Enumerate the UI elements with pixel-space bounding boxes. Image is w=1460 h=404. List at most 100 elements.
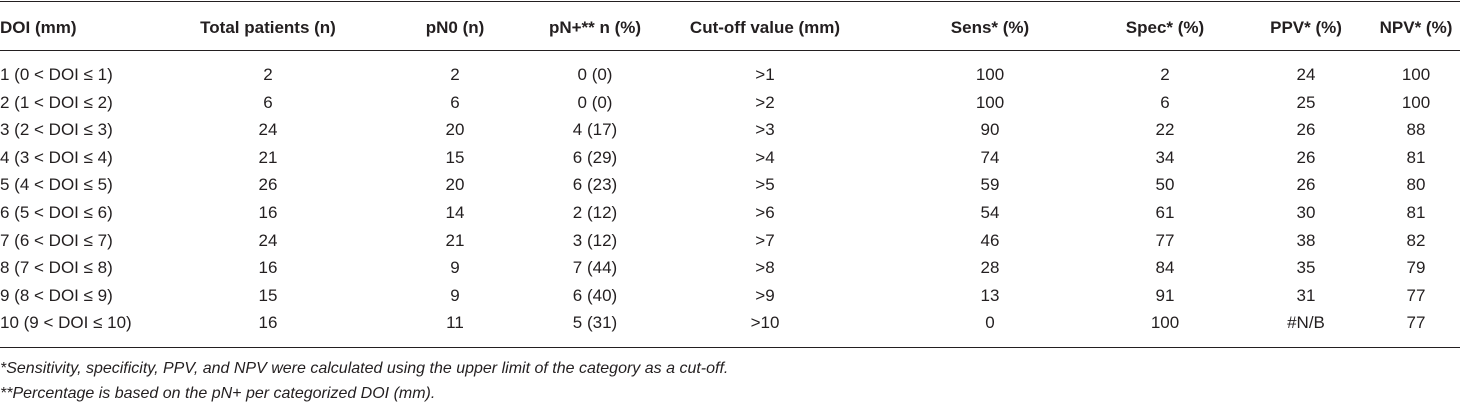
table-cell: 13 [980, 285, 1000, 305]
table-cell: 9 [450, 258, 460, 278]
row-label: 7 (6 < DOI ≤ 7) [0, 230, 113, 250]
row-label: 4 (3 < DOI ≤ 4) [0, 147, 113, 167]
bottom-rule [0, 347, 1460, 348]
row-label: 3 (2 < DOI ≤ 3) [0, 120, 113, 140]
table-cell: >5 [755, 175, 775, 195]
table-cell: 6 [450, 92, 460, 112]
top-rule [0, 1, 1460, 2]
table-cell: 59 [980, 175, 1000, 195]
row-label: 6 (5 < DOI ≤ 6) [0, 203, 113, 222]
table-cell: 81 [1406, 147, 1426, 167]
table-cell: 77 [1406, 313, 1426, 333]
column-header: NPV* (%) [1379, 18, 1453, 37]
row-label: 5 (4 < DOI ≤ 5) [0, 175, 113, 195]
table-cell: 79 [1406, 258, 1426, 278]
table-cell: 84 [1155, 258, 1175, 278]
table-cell: 0 (0) [577, 92, 613, 112]
table-cell: 26 [1296, 175, 1316, 195]
table-cell: 6 (40) [572, 285, 618, 305]
table-cell: 100 [1401, 65, 1431, 84]
table-cell: 6 (23) [572, 175, 618, 195]
table-cell: 26 [258, 175, 278, 195]
table-cell: 100 [975, 65, 1005, 84]
table-cell: 34 [1155, 147, 1175, 167]
table-cell: 3 (12) [572, 230, 618, 250]
table-cell: >7 [755, 230, 775, 250]
table-cell: 80 [1406, 175, 1426, 195]
table-cell: 20 [445, 120, 465, 140]
column-header: Total patients (n) [200, 18, 336, 37]
column-header: Sens* (%) [950, 18, 1030, 37]
table-cell: 14 [445, 203, 465, 222]
table-cell: 50 [1155, 175, 1175, 195]
table-cell: 25 [1296, 92, 1316, 112]
table-cell: 0 (0) [577, 65, 613, 84]
table-cell: #N/B [1287, 313, 1325, 333]
table-cell: 46 [980, 230, 1000, 250]
row-label: 2 (1 < DOI ≤ 2) [0, 92, 113, 112]
table-cell: 2 (12) [572, 203, 618, 222]
table-cell: 6 (29) [572, 147, 618, 167]
table-cell: 28 [980, 258, 1000, 278]
table-cell: 38 [1296, 230, 1316, 250]
table-cell: 100 [1401, 92, 1431, 112]
table-cell: 7 (44) [572, 258, 618, 278]
table-cell: 16 [258, 258, 278, 278]
table-cell: 21 [445, 230, 465, 250]
table-cell: 0 [985, 313, 995, 333]
table-cell: >2 [755, 92, 775, 112]
table-cell: 90 [980, 120, 1000, 140]
column-header: pN+** n (%) [548, 18, 642, 37]
table-cell: 24 [258, 230, 278, 250]
table-cell: >1 [755, 65, 775, 84]
row-label: 1 (0 < DOI ≤ 1) [0, 65, 113, 84]
table-cell: 15 [258, 285, 278, 305]
column-header: pN0 (n) [425, 18, 485, 37]
table-cell: 21 [258, 147, 278, 167]
table-cell: 22 [1155, 120, 1175, 140]
column-header: Spec* (%) [1125, 18, 1205, 37]
table-cell: 26 [1296, 120, 1316, 140]
table-cell: >4 [755, 147, 775, 167]
table-cell: 2 [450, 65, 460, 84]
table-cell: 26 [1296, 147, 1316, 167]
row-label: 10 (9 < DOI ≤ 10) [0, 313, 132, 333]
table-cell: 24 [258, 120, 278, 140]
table-cell: 20 [445, 175, 465, 195]
table-cell: 91 [1155, 285, 1175, 305]
table-cell: 15 [445, 147, 465, 167]
table-cell: 100 [975, 92, 1005, 112]
row-label: 9 (8 < DOI ≤ 9) [0, 285, 113, 305]
table-cell: >9 [755, 285, 775, 305]
table-cell: 2 [263, 65, 273, 84]
table-cell: 2 [1160, 65, 1170, 84]
table-cell: >10 [750, 313, 780, 333]
table-cell: 35 [1296, 258, 1316, 278]
table-cell: 54 [980, 203, 1000, 222]
column-header: DOI (mm) [0, 18, 77, 37]
table-cell: 16 [258, 203, 278, 222]
column-header: PPV* (%) [1270, 18, 1342, 37]
table-cell: 16 [258, 313, 278, 333]
table-cell: 6 [1160, 92, 1170, 112]
table-cell: 4 (17) [572, 120, 618, 140]
footnote: *Sensitivity, specificity, PPV, and NPV … [0, 360, 729, 377]
table-cell: 77 [1155, 230, 1175, 250]
table-cell: 30 [1296, 203, 1316, 222]
footnote: **Percentage is based on the pN+ per cat… [0, 385, 436, 402]
table-cell: 5 (31) [572, 313, 618, 333]
table-cell: 24 [1296, 65, 1316, 84]
table-cell: >3 [755, 120, 775, 140]
table-cell: 11 [446, 313, 464, 333]
table-cell: 82 [1406, 230, 1426, 250]
table-cell: 9 [450, 285, 460, 305]
table-cell: 88 [1406, 120, 1426, 140]
table-cell: 81 [1406, 203, 1426, 222]
table-cell: 6 [263, 92, 273, 112]
table-cell: 100 [1150, 313, 1180, 333]
table-cell: >8 [755, 258, 775, 278]
table-cell: 31 [1296, 285, 1316, 305]
table-cell: >6 [755, 203, 775, 222]
column-header: Cut-off value (mm) [689, 18, 841, 37]
